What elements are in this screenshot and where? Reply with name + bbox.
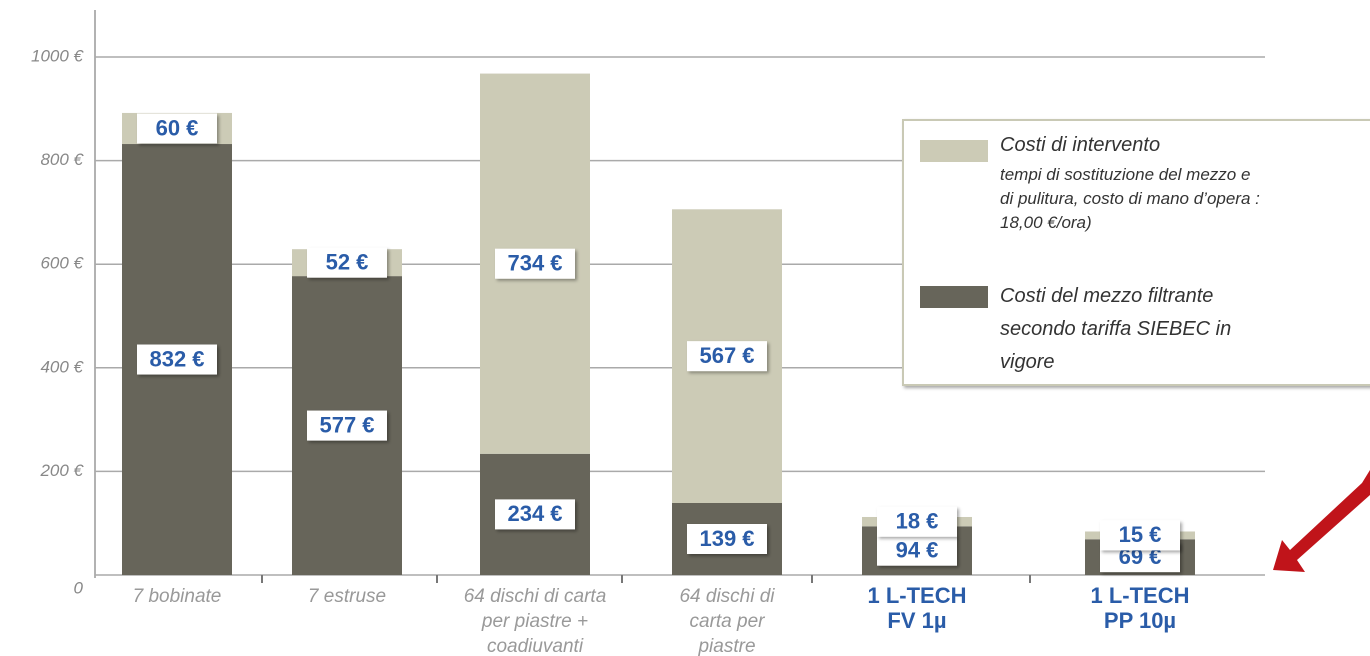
legend-label: Costi del mezzo filtrante secondo tariffa…: [1000, 285, 1231, 373]
y-tick-label: 600 €: [40, 254, 84, 273]
value-label: 577 €: [319, 412, 374, 437]
y-tick-label: 400 €: [40, 357, 84, 376]
value-label: 234 €: [507, 501, 562, 526]
value-label: 567 €: [699, 343, 754, 368]
value-label-box: [687, 341, 767, 372]
legend-box: [902, 119, 1370, 386]
x-tick-label: 1 L-TECH FV 1µ: [868, 583, 967, 633]
value-label: 60 €: [156, 115, 199, 140]
y-tick-label: 0: [74, 578, 84, 597]
value-label-box: [877, 506, 957, 537]
value-label: 15 €: [1119, 522, 1162, 547]
y-tick-label: 1000 €: [31, 46, 85, 65]
value-label-box: [1100, 520, 1180, 551]
legend-label: Costi di intervento: [1000, 134, 1160, 156]
y-tick-label: 200 €: [39, 461, 84, 480]
x-tick-label: 1 L-TECH PP 10µ: [1091, 583, 1190, 633]
y-tick-label: 800 €: [40, 150, 84, 169]
value-label-box: [495, 499, 575, 530]
value-label: 18 €: [896, 508, 939, 533]
value-label: 139 €: [699, 526, 754, 551]
x-tick-label: 7 bobinate: [133, 586, 222, 607]
arrow: [1273, 470, 1370, 572]
value-label-box: [687, 523, 767, 554]
x-tick-label: 64 dischi di carta per piastre + coadiuvan…: [464, 586, 607, 656]
value-label-box: [877, 535, 957, 566]
legend-description: tempi di sostituzione del mezzo e di puli…: [1000, 165, 1260, 232]
x-tick-label: 64 dischi di carta per piastre: [679, 586, 775, 656]
value-label-box: [495, 248, 575, 279]
value-label-box: [137, 113, 217, 144]
value-label-box: [307, 410, 387, 441]
value-label: 52 €: [326, 249, 369, 274]
value-label: 94 €: [896, 537, 939, 562]
legend-swatch: [920, 140, 988, 162]
x-tick-label: 7 estruse: [308, 586, 386, 607]
value-label-box: [307, 247, 387, 278]
value-label-box: [137, 344, 217, 375]
value-label: 734 €: [507, 250, 562, 275]
legend-swatch: [920, 286, 988, 308]
value-label: 832 €: [149, 346, 204, 371]
